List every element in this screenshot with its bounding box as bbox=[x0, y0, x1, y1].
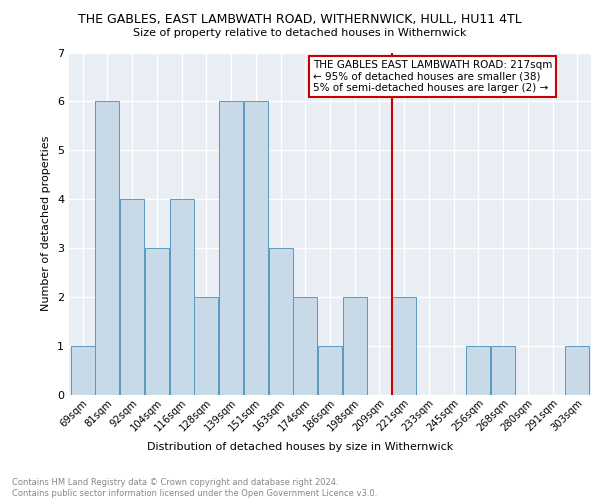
Text: Size of property relative to detached houses in Withernwick: Size of property relative to detached ho… bbox=[133, 28, 467, 38]
Bar bbox=[194, 297, 218, 395]
Bar bbox=[293, 297, 317, 395]
Bar bbox=[170, 200, 194, 395]
Text: THE GABLES EAST LAMBWATH ROAD: 217sqm
← 95% of detached houses are smaller (38)
: THE GABLES EAST LAMBWATH ROAD: 217sqm ← … bbox=[313, 60, 552, 93]
Bar bbox=[244, 102, 268, 395]
Bar bbox=[145, 248, 169, 395]
Text: THE GABLES, EAST LAMBWATH ROAD, WITHERNWICK, HULL, HU11 4TL: THE GABLES, EAST LAMBWATH ROAD, WITHERNW… bbox=[78, 12, 522, 26]
Bar bbox=[95, 102, 119, 395]
Text: Contains HM Land Registry data © Crown copyright and database right 2024.
Contai: Contains HM Land Registry data © Crown c… bbox=[12, 478, 377, 498]
Bar bbox=[565, 346, 589, 395]
Bar bbox=[343, 297, 367, 395]
Bar bbox=[269, 248, 293, 395]
Bar bbox=[71, 346, 95, 395]
Bar bbox=[466, 346, 490, 395]
Y-axis label: Number of detached properties: Number of detached properties bbox=[41, 136, 52, 312]
Bar bbox=[120, 200, 144, 395]
Bar bbox=[392, 297, 416, 395]
Text: Distribution of detached houses by size in Withernwick: Distribution of detached houses by size … bbox=[147, 442, 453, 452]
Bar bbox=[219, 102, 243, 395]
Bar bbox=[491, 346, 515, 395]
Bar bbox=[318, 346, 342, 395]
